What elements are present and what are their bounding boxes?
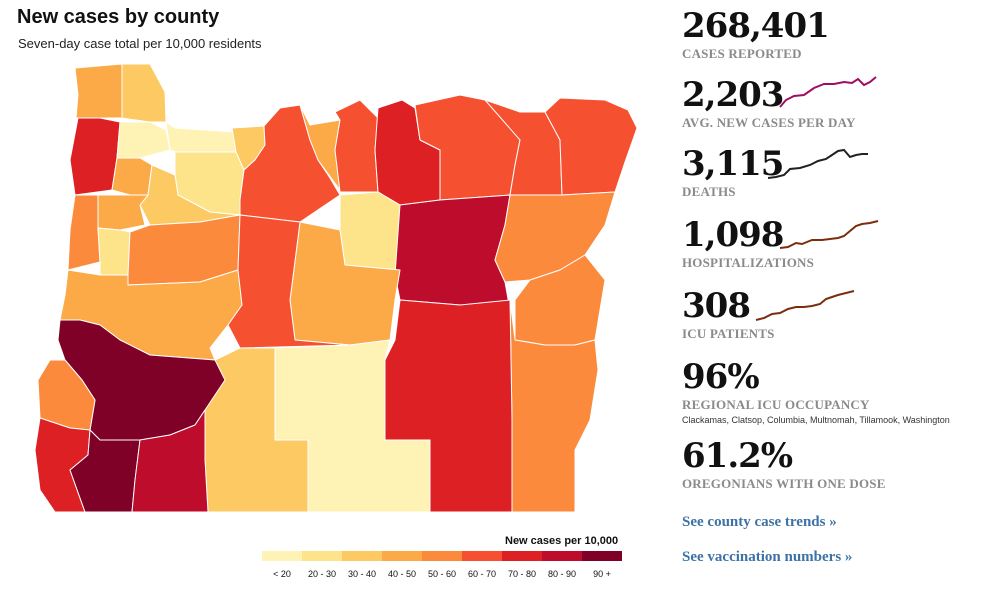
county-columbia[interactable] (121, 63, 167, 123)
legend-label-4: 40 - 50 (387, 569, 417, 579)
legend-title: New cases per 10,000 (505, 535, 619, 547)
county-trends-link[interactable]: See county case trends » (682, 514, 837, 530)
sparkline-icu-patients (755, 290, 855, 321)
legend-swatch-8 (542, 551, 582, 561)
stat-label: DEATHS (682, 184, 736, 199)
county-jefferson[interactable] (339, 191, 401, 271)
stat-avg-new-cases: 2,203 AVG. NEW CASES PER DAY (682, 77, 856, 131)
stat-label: ICU PATIENTS (682, 326, 775, 341)
legend-swatch-1 (262, 551, 302, 561)
legend-label-9: 90 + (593, 569, 611, 579)
legend-swatch-7 (502, 551, 542, 561)
legend-labels: < 20 20 - 30 30 - 40 40 - 50 50 - 60 60 … (262, 569, 622, 579)
legend-label-7: 70 - 80 (507, 569, 537, 579)
stat-label: CASES REPORTED (682, 46, 802, 61)
legend-label-8: 80 - 90 (547, 569, 577, 579)
county-wallowa[interactable] (544, 97, 638, 196)
county-washington[interactable] (116, 121, 171, 159)
legend-label-2: 20 - 30 (307, 569, 337, 579)
vaccination-numbers-link[interactable]: See vaccination numbers » (682, 549, 853, 565)
stat-hospitalizations: 1,098 HOSPITALIZATIONS (682, 217, 814, 271)
county-benton[interactable] (97, 227, 131, 276)
stat-value: 268,401 (682, 6, 830, 46)
sparkline-deaths (767, 148, 868, 179)
legend-label-3: 30 - 40 (347, 569, 377, 579)
county-jackson[interactable] (131, 409, 209, 513)
county-tillamook[interactable] (69, 117, 121, 196)
legend-color-bar (262, 551, 622, 561)
county-deschutes[interactable] (227, 214, 351, 349)
chart-subtitle: Seven-day case total per 10,000 resident… (18, 36, 262, 51)
sparkline-hospitalizations (779, 220, 879, 249)
county-polk[interactable] (97, 194, 149, 231)
stat-value: 96% (682, 357, 760, 397)
legend-swatch-9 (582, 551, 622, 561)
county-yamhill[interactable] (111, 157, 153, 196)
stat-one-dose: 61.2% OREGONIANS WITH ONE DOSE (682, 438, 886, 492)
stat-value: 3,115 (682, 144, 784, 184)
stat-deaths: 3,115 DEATHS (682, 144, 784, 200)
sparkline-avg-new-cases (779, 76, 877, 108)
stat-value: 2,203 (682, 75, 784, 115)
stat-label: REGIONAL ICU OCCUPANCY (682, 397, 870, 412)
county-wheeler[interactable] (394, 194, 511, 311)
legend-label-6: 60 - 70 (467, 569, 497, 579)
county-grant[interactable] (494, 191, 616, 283)
oregon-county-map (34, 63, 638, 513)
county-lincoln[interactable] (67, 194, 101, 271)
stat-label: HOSPITALIZATIONS (682, 255, 815, 270)
legend-swatch-3 (342, 551, 382, 561)
stat-value: 308 (682, 286, 751, 326)
stat-label: AVG. NEW CASES PER DAY (682, 115, 856, 130)
stat-cases-reported: 268,401 CASES REPORTED (682, 6, 830, 62)
chart-title: New cases by county (17, 6, 220, 28)
stat-value: 61.2% (682, 436, 793, 476)
legend-swatch-6 (462, 551, 502, 561)
county-multnomah[interactable] (165, 121, 237, 153)
legend-swatch-4 (382, 551, 422, 561)
legend-label-5: 50 - 60 (427, 569, 457, 579)
county-gilliam[interactable] (334, 99, 379, 193)
stat-icu-patients: 308 ICU PATIENTS (682, 288, 775, 342)
stat-label: OREGONIANS WITH ONE DOSE (682, 476, 886, 491)
stat-value: 1,098 (682, 215, 784, 255)
stat-sublabel: Clackamas, Clatsop, Columbia, Multnomah,… (682, 415, 950, 425)
legend-swatch-5 (422, 551, 462, 561)
legend-label-1: < 20 (273, 569, 291, 579)
stat-regional-icu-occupancy: 96% REGIONAL ICU OCCUPANCY Clackamas, Cl… (682, 359, 950, 425)
county-clatsop[interactable] (74, 63, 123, 119)
legend-swatch-2 (302, 551, 342, 561)
